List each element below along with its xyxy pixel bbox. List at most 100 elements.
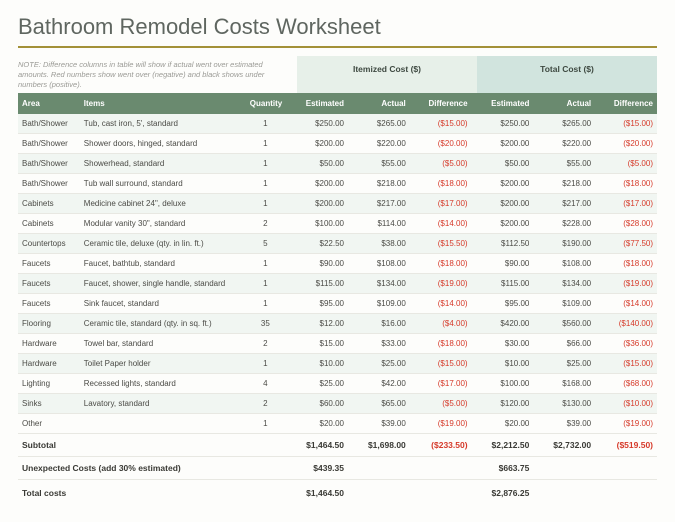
cell-ia: $55.00 (348, 154, 410, 174)
table-row: FaucetsSink faucet, standard1$95.00$109.… (18, 294, 657, 314)
cell-ie: $200.00 (286, 174, 348, 194)
cell-ie: $200.00 (286, 134, 348, 154)
cell-id: ($15.00) (410, 114, 472, 134)
cell-area: Faucets (18, 294, 80, 314)
cell-ta: $55.00 (533, 154, 595, 174)
cell-ia: $108.00 (348, 254, 410, 274)
cell-id: ($17.00) (410, 374, 472, 394)
cell-items: Faucet, shower, single handle, standard (80, 274, 245, 294)
cell-qty: 1 (245, 194, 287, 214)
cell-items: Faucet, bathtub, standard (80, 254, 245, 274)
cell-te: $90.00 (472, 254, 534, 274)
cell-te: $30.00 (472, 334, 534, 354)
table-row: FaucetsFaucet, bathtub, standard1$90.00$… (18, 254, 657, 274)
cell-td: ($14.00) (595, 294, 657, 314)
cell-te: $50.00 (472, 154, 534, 174)
cell-qty: 2 (245, 394, 287, 414)
cell-ta: $190.00 (533, 234, 595, 254)
cell-area: Hardware (18, 354, 80, 374)
cell-area: Bath/Shower (18, 114, 80, 134)
cell-ia: $134.00 (348, 274, 410, 294)
cell-qty: 2 (245, 334, 287, 354)
cell-td: ($17.00) (595, 194, 657, 214)
cell-ie: $25.00 (286, 374, 348, 394)
cell-qty: 1 (245, 354, 287, 374)
cell-id: ($5.00) (410, 394, 472, 414)
cell-ia: $39.00 (348, 414, 410, 434)
cell-ia: $38.00 (348, 234, 410, 254)
cell-te: $120.00 (472, 394, 534, 414)
cell-area: Cabinets (18, 214, 80, 234)
group-total: Total Cost ($) (477, 56, 657, 93)
table-row: HardwareToilet Paper holder1$10.00$25.00… (18, 354, 657, 374)
table-row: Bath/ShowerTub wall surround, standard1$… (18, 174, 657, 194)
subtotal-id: ($233.50) (410, 434, 472, 457)
cell-qty: 1 (245, 274, 287, 294)
col-i-diff: Difference (410, 93, 472, 114)
cell-te: $200.00 (472, 134, 534, 154)
cell-ta: $39.00 (533, 414, 595, 434)
cell-qty: 1 (245, 254, 287, 274)
cell-te: $200.00 (472, 194, 534, 214)
cell-id: ($14.00) (410, 214, 472, 234)
cell-ie: $115.00 (286, 274, 348, 294)
table-row: FaucetsFaucet, shower, single handle, st… (18, 274, 657, 294)
cell-items: Ceramic tile, deluxe (qty. in lin. ft.) (80, 234, 245, 254)
cell-te: $200.00 (472, 214, 534, 234)
cell-qty: 1 (245, 134, 287, 154)
cell-ia: $220.00 (348, 134, 410, 154)
cell-ie: $15.00 (286, 334, 348, 354)
cell-te: $420.00 (472, 314, 534, 334)
cell-td: ($18.00) (595, 254, 657, 274)
cell-td: ($68.00) (595, 374, 657, 394)
cell-ia: $65.00 (348, 394, 410, 414)
cell-items: Ceramic tile, standard (qty. in sq. ft.) (80, 314, 245, 334)
cell-id: ($4.00) (410, 314, 472, 334)
cell-ie: $95.00 (286, 294, 348, 314)
cell-td: ($19.00) (595, 274, 657, 294)
cell-id: ($14.00) (410, 294, 472, 314)
col-qty: Quantity (245, 93, 287, 114)
cell-id: ($19.00) (410, 274, 472, 294)
cell-items: Sink faucet, standard (80, 294, 245, 314)
cell-area: Faucets (18, 274, 80, 294)
cell-ta: $108.00 (533, 254, 595, 274)
cell-ia: $217.00 (348, 194, 410, 214)
cell-td: ($28.00) (595, 214, 657, 234)
table-row: FlooringCeramic tile, standard (qty. in … (18, 314, 657, 334)
cell-qty: 4 (245, 374, 287, 394)
cell-area: Bath/Shower (18, 174, 80, 194)
cell-ie: $12.00 (286, 314, 348, 334)
cell-ie: $100.00 (286, 214, 348, 234)
cell-td: ($20.00) (595, 134, 657, 154)
worksheet-page: Bathroom Remodel Costs Worksheet NOTE: D… (0, 0, 675, 522)
cell-area: Faucets (18, 254, 80, 274)
cell-id: ($20.00) (410, 134, 472, 154)
col-i-est: Estimated (286, 93, 348, 114)
subtotal-row: Subtotal $1,464.50 $1,698.00 ($233.50) $… (18, 434, 657, 457)
cell-ia: $114.00 (348, 214, 410, 234)
table-row: CabinetsMedicine cabinet 24", deluxe1$20… (18, 194, 657, 214)
subtotal-ia: $1,698.00 (348, 434, 410, 457)
cell-td: ($77.50) (595, 234, 657, 254)
cell-qty: 1 (245, 114, 287, 134)
cell-ta: $218.00 (533, 174, 595, 194)
cell-area: Cabinets (18, 194, 80, 214)
cell-td: ($15.00) (595, 354, 657, 374)
page-title: Bathroom Remodel Costs Worksheet (18, 14, 657, 40)
cell-ia: $16.00 (348, 314, 410, 334)
cell-ta: $66.00 (533, 334, 595, 354)
cell-ia: $109.00 (348, 294, 410, 314)
unexpected-ie: $439.35 (286, 457, 348, 480)
cell-te: $112.50 (472, 234, 534, 254)
cell-id: ($18.00) (410, 174, 472, 194)
cell-ie: $10.00 (286, 354, 348, 374)
cell-area: Bath/Shower (18, 154, 80, 174)
cell-qty: 1 (245, 154, 287, 174)
cell-te: $100.00 (472, 374, 534, 394)
cell-te: $20.00 (472, 414, 534, 434)
col-i-act: Actual (348, 93, 410, 114)
cell-ia: $33.00 (348, 334, 410, 354)
subtotal-ie: $1,464.50 (286, 434, 348, 457)
table-row: Other1$20.00$39.00($19.00)$20.00$39.00($… (18, 414, 657, 434)
